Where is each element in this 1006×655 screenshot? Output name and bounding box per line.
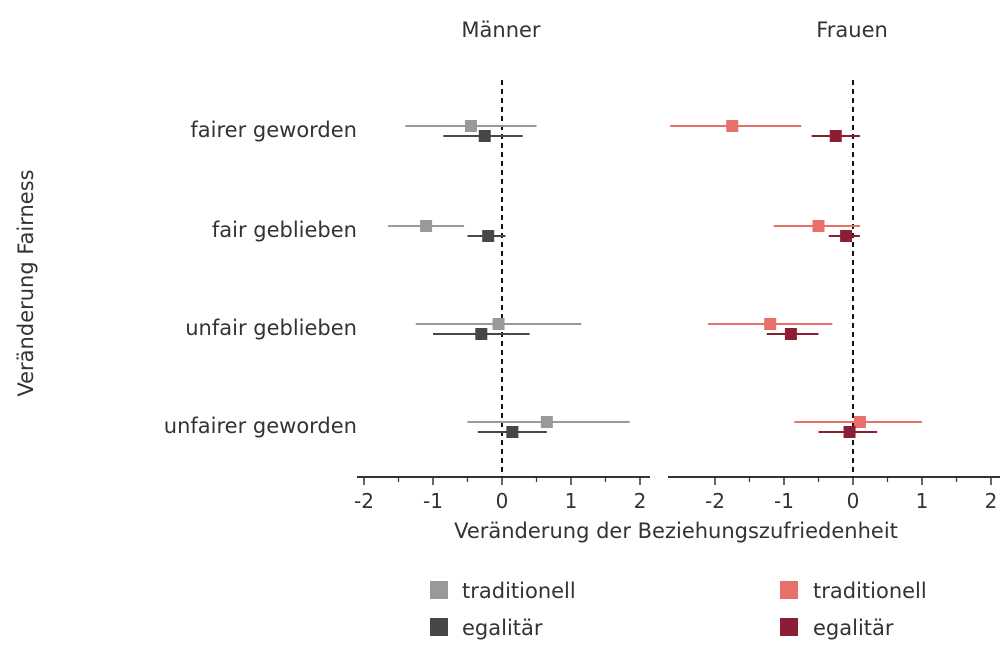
panel-maenner: -2 -1 0 1 2 [354,80,650,513]
data-point [478,130,491,142]
data-point [829,130,842,142]
x-tick-label: 0 [847,489,860,513]
data-point [840,230,853,242]
data-point [540,416,553,428]
legend-label-egalitaer: egalitär [813,616,894,640]
data-point [492,318,505,330]
legend-swatch-egalitaer [780,618,798,636]
data-point [853,416,866,428]
x-tick-label: 1 [565,489,578,513]
legend-swatch-traditionell [430,581,448,599]
data-point [420,220,433,232]
x-tick-label: -2 [354,489,374,513]
legend-maenner: traditionell egalitär [430,579,576,640]
category-labels: fairer geworden fair geblieben unfair ge… [164,118,357,438]
legend-swatch-egalitaer [430,618,448,636]
x-tick-label: -2 [705,489,725,513]
x-tick-label: 1 [916,489,929,513]
y-axis-title: Veränderung Fairness [14,169,38,396]
data-point [784,328,797,340]
panel-title-maenner: Männer [461,18,541,42]
data-point [475,328,488,340]
data-point [726,120,739,132]
x-tick-label: -1 [423,489,443,513]
x-tick-label: 2 [634,489,647,513]
data-point [464,120,477,132]
legend-label-egalitaer: egalitär [462,616,543,640]
x-axis-title: Veränderung der Beziehungszufriedenheit [454,519,898,543]
legend-swatch-traditionell [780,581,798,599]
data-point [506,426,519,438]
panel-frauen: -2 -1 0 1 2 [668,80,1000,513]
panel-title-frauen: Frauen [816,18,888,42]
data-point [843,426,856,438]
data-point [482,230,495,242]
x-tick-label: 2 [985,489,998,513]
legend-label-traditionell: traditionell [813,579,927,603]
data-point [812,220,825,232]
category-label: fair geblieben [212,218,357,242]
category-label: fairer geworden [190,118,357,142]
category-label: unfair geblieben [185,316,357,340]
legend-frauen: traditionell egalitär [780,579,927,640]
x-tick-label: -1 [774,489,794,513]
category-label: unfairer geworden [164,414,357,438]
x-tick-label: 0 [496,489,509,513]
legend-label-traditionell: traditionell [462,579,576,603]
data-point [764,318,777,330]
